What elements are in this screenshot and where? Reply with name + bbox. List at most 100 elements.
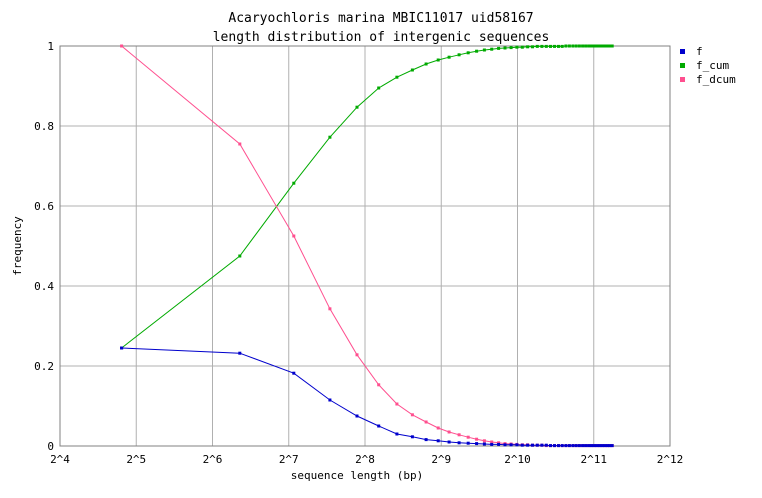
data-point bbox=[377, 86, 381, 90]
data-point bbox=[600, 44, 604, 48]
data-point bbox=[447, 430, 451, 434]
y-tick-label: 0.4 bbox=[34, 280, 54, 293]
x-tick-label: 2^8 bbox=[355, 453, 375, 466]
data-point bbox=[560, 44, 564, 48]
data-point bbox=[577, 444, 581, 448]
x-tick-label: 2^10 bbox=[504, 453, 531, 466]
data-point bbox=[567, 44, 571, 48]
x-tick-label: 2^12 bbox=[657, 453, 684, 466]
data-point bbox=[553, 444, 556, 448]
data-point bbox=[436, 58, 440, 62]
data-point bbox=[610, 44, 614, 48]
series-f bbox=[120, 346, 614, 448]
legend-marker bbox=[680, 63, 685, 68]
y-tick-label: 0.8 bbox=[34, 120, 54, 133]
data-point bbox=[328, 398, 332, 402]
data-point bbox=[482, 442, 486, 446]
data-point bbox=[355, 414, 359, 418]
data-point bbox=[577, 44, 581, 48]
data-point bbox=[509, 443, 513, 447]
data-point bbox=[238, 142, 242, 146]
x-tick-labels: 2^4 2^5 2^6 2^7 2^8 2^9 2^10 2^11 2^12 bbox=[50, 453, 683, 466]
data-point bbox=[610, 444, 614, 448]
x-tick-label: 2^11 bbox=[581, 453, 608, 466]
series-layer bbox=[120, 44, 614, 448]
data-point bbox=[497, 442, 501, 446]
data-point bbox=[526, 443, 530, 447]
data-point bbox=[584, 44, 588, 48]
data-point bbox=[292, 181, 296, 185]
plot-frame bbox=[59, 45, 671, 447]
data-point bbox=[355, 353, 359, 357]
data-point bbox=[567, 444, 571, 448]
data-point bbox=[424, 62, 428, 66]
data-point bbox=[482, 439, 486, 443]
y-tick-label: 1 bbox=[47, 40, 54, 53]
x-tick-label: 2^4 bbox=[50, 453, 70, 466]
legend-label: f bbox=[696, 45, 703, 58]
data-point bbox=[564, 444, 568, 448]
data-point bbox=[600, 444, 604, 448]
data-point bbox=[544, 443, 548, 447]
data-point bbox=[590, 444, 593, 448]
x-tick-label: 2^5 bbox=[126, 453, 146, 466]
data-point bbox=[587, 44, 591, 48]
data-point bbox=[549, 44, 552, 48]
data-point bbox=[509, 46, 513, 50]
data-point bbox=[592, 44, 596, 48]
data-point bbox=[490, 442, 494, 446]
x-axis-label: sequence length (bp) bbox=[291, 469, 423, 482]
legend-label: f_dcum bbox=[696, 73, 736, 86]
data-point bbox=[535, 44, 539, 48]
data-point bbox=[395, 432, 399, 436]
data-point bbox=[557, 44, 560, 48]
data-point bbox=[466, 441, 470, 445]
data-point bbox=[581, 444, 585, 448]
y-tick-labels: 0 0.2 0.4 0.6 0.8 1 bbox=[34, 40, 54, 453]
data-point bbox=[410, 413, 414, 417]
data-point bbox=[238, 351, 242, 355]
data-point bbox=[490, 47, 494, 51]
data-point bbox=[515, 443, 519, 447]
data-point bbox=[549, 444, 552, 448]
data-point bbox=[475, 49, 479, 53]
y-tick-label: 0 bbox=[47, 440, 54, 453]
data-point bbox=[424, 438, 428, 442]
data-point bbox=[457, 433, 461, 437]
data-point bbox=[603, 444, 607, 448]
legend-marker bbox=[680, 49, 685, 54]
data-point bbox=[475, 437, 479, 441]
data-point bbox=[544, 44, 548, 48]
series-line bbox=[121, 347, 613, 447]
data-point bbox=[497, 441, 501, 445]
data-point bbox=[503, 443, 507, 447]
data-point bbox=[355, 105, 359, 109]
data-point bbox=[540, 443, 544, 447]
data-point bbox=[571, 44, 575, 48]
data-point bbox=[587, 444, 591, 448]
y-tick-label: 0.2 bbox=[34, 360, 54, 373]
y-tick-label: 0.6 bbox=[34, 200, 54, 213]
data-point bbox=[520, 45, 524, 49]
legend-item: f_cum bbox=[680, 59, 729, 72]
data-point bbox=[608, 44, 612, 48]
data-point bbox=[540, 44, 544, 48]
data-point bbox=[605, 44, 609, 48]
data-point bbox=[535, 443, 539, 447]
data-point bbox=[466, 51, 470, 55]
data-point bbox=[571, 444, 575, 448]
data-point bbox=[598, 44, 602, 48]
legend-label: f_cum bbox=[696, 59, 729, 72]
data-point bbox=[581, 44, 585, 48]
data-point bbox=[592, 444, 596, 448]
data-point bbox=[590, 44, 593, 48]
x-tick-label: 2^6 bbox=[203, 453, 223, 466]
data-point bbox=[564, 44, 568, 48]
legend-item: f bbox=[680, 45, 703, 58]
data-point bbox=[531, 443, 534, 447]
series-f-cum bbox=[120, 44, 614, 350]
data-point bbox=[603, 44, 607, 48]
legend-item: f_dcum bbox=[680, 73, 736, 86]
data-point bbox=[292, 234, 296, 238]
